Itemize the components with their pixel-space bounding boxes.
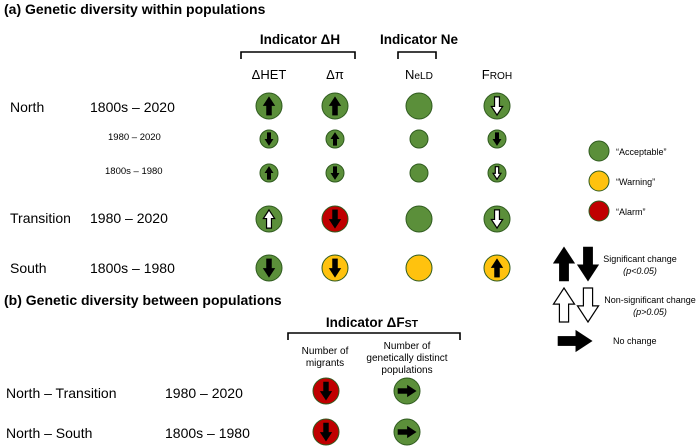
- arrow-right-icon: [397, 425, 417, 439]
- legend-alarm-label: “Alarm”: [616, 207, 646, 217]
- marker-pi-row-0: [321, 92, 349, 120]
- arrow-down-icon: [262, 258, 276, 278]
- section-a-title: (a) Genetic diversity within populations: [4, 1, 266, 17]
- marker-pi-row-3: [321, 205, 349, 233]
- arrow-down-icon: [319, 422, 333, 442]
- indicator-fst-label: Indicator ΔFST: [325, 315, 419, 330]
- row-period-label: 1980 – 2020: [90, 210, 168, 226]
- marker-ne-row-1: [409, 129, 429, 149]
- arrow-down-icon: [490, 96, 504, 117]
- indicator-circle-ne: [405, 205, 433, 233]
- marker-migrants-row-0: [312, 377, 340, 405]
- arrow-down-icon: [492, 132, 502, 146]
- arrow-down-icon: [319, 381, 333, 401]
- marker-froh-row-0: [483, 92, 511, 120]
- arrow-up-icon: [330, 132, 340, 146]
- arrow-down-icon: [490, 209, 504, 230]
- pair-period-label: 1980 – 2020: [165, 385, 243, 401]
- marker-pi-row-1: [325, 129, 345, 149]
- indicator-h-label: Indicator ΔH: [259, 32, 341, 47]
- arrow-right-icon: [397, 384, 417, 398]
- legend-alarm-swatch: [588, 200, 610, 222]
- indicator-ne-label: Indicator Ne: [379, 32, 459, 47]
- marker-froh-row-3: [483, 205, 511, 233]
- legend-nonsignificant-up-icon: [552, 286, 576, 323]
- pair-label: North – Transition: [6, 385, 117, 401]
- legend-warning-swatch: [588, 170, 610, 192]
- legend-significant-label: Significant change (p<0.05): [603, 254, 677, 276]
- column-distinct-populations: Number of genetically distinct populations: [366, 341, 448, 376]
- marker-froh-row-1: [487, 129, 507, 149]
- pair-label: North – South: [6, 425, 93, 441]
- legend-significant-up-icon: [552, 246, 576, 282]
- arrow-down-icon: [491, 166, 503, 181]
- arrow-up-icon: [262, 208, 276, 229]
- row-period-label: 1800s – 2020: [90, 99, 175, 115]
- bracket-indicator-ne: [397, 51, 437, 59]
- marker-ne-row-3: [405, 205, 433, 233]
- marker-migrants-row-1: [312, 418, 340, 446]
- legend-significant-down-icon: [576, 246, 600, 282]
- arrow-down-icon: [328, 209, 342, 229]
- arrow-down-icon: [328, 258, 342, 278]
- legend-acceptable-swatch: [588, 140, 610, 162]
- indicator-circle-ne: [409, 129, 429, 149]
- column-neld: NeLD: [405, 67, 433, 82]
- legend-warning-label: “Warning”: [616, 177, 656, 187]
- marker-froh-row-2: [487, 163, 507, 183]
- marker-froh-row-4: [483, 254, 511, 282]
- row-region-label: Transition: [10, 210, 71, 226]
- arrow-up-icon: [328, 96, 342, 116]
- bracket-indicator-fst: [287, 332, 461, 340]
- column-pi: Δπ: [326, 67, 344, 82]
- indicator-circle-ne: [405, 92, 433, 120]
- marker-ne-row-2: [409, 163, 429, 183]
- arrow-up-icon: [262, 96, 276, 116]
- row-region-label: North: [10, 99, 45, 115]
- row-period-label: 1800s – 1980: [90, 260, 175, 276]
- legend-nonsignificant-label: Non-significant change (p>0.05): [604, 295, 696, 317]
- legend-nochange-label: No change: [613, 336, 657, 346]
- marker-het-row-2: [259, 163, 279, 183]
- arrow-down-icon: [264, 132, 274, 146]
- row-region-label: South: [10, 260, 47, 276]
- marker-distinct-row-0: [393, 377, 421, 405]
- arrow-down-icon: [330, 166, 340, 180]
- legend-nochange-icon: [557, 329, 593, 353]
- marker-pi-row-4: [321, 254, 349, 282]
- column-froh: FROH: [481, 67, 513, 82]
- marker-distinct-row-1: [393, 418, 421, 446]
- pair-period-label: 1800s – 1980: [165, 425, 250, 441]
- indicator-circle-ne: [409, 163, 429, 183]
- marker-ne-row-0: [405, 92, 433, 120]
- column-het: ΔHET: [251, 67, 287, 82]
- arrow-up-icon: [490, 258, 504, 278]
- legend-nonsignificant-down-icon: [576, 287, 600, 324]
- marker-pi-row-2: [325, 163, 345, 183]
- legend-acceptable-label: “Acceptable”: [616, 147, 667, 157]
- row-period-label: 1800s – 1980: [105, 166, 163, 177]
- column-migrants: Number of migrants: [301, 346, 349, 369]
- indicator-circle-ne: [405, 254, 433, 282]
- arrow-up-icon: [264, 166, 274, 180]
- marker-ne-row-4: [405, 254, 433, 282]
- marker-het-row-1: [259, 129, 279, 149]
- marker-het-row-3: [255, 205, 283, 233]
- marker-het-row-0: [255, 92, 283, 120]
- section-b-title: (b) Genetic diversity between population…: [4, 292, 282, 308]
- bracket-indicator-h: [240, 51, 356, 59]
- row-period-label: 1980 – 2020: [108, 132, 161, 143]
- marker-het-row-4: [255, 254, 283, 282]
